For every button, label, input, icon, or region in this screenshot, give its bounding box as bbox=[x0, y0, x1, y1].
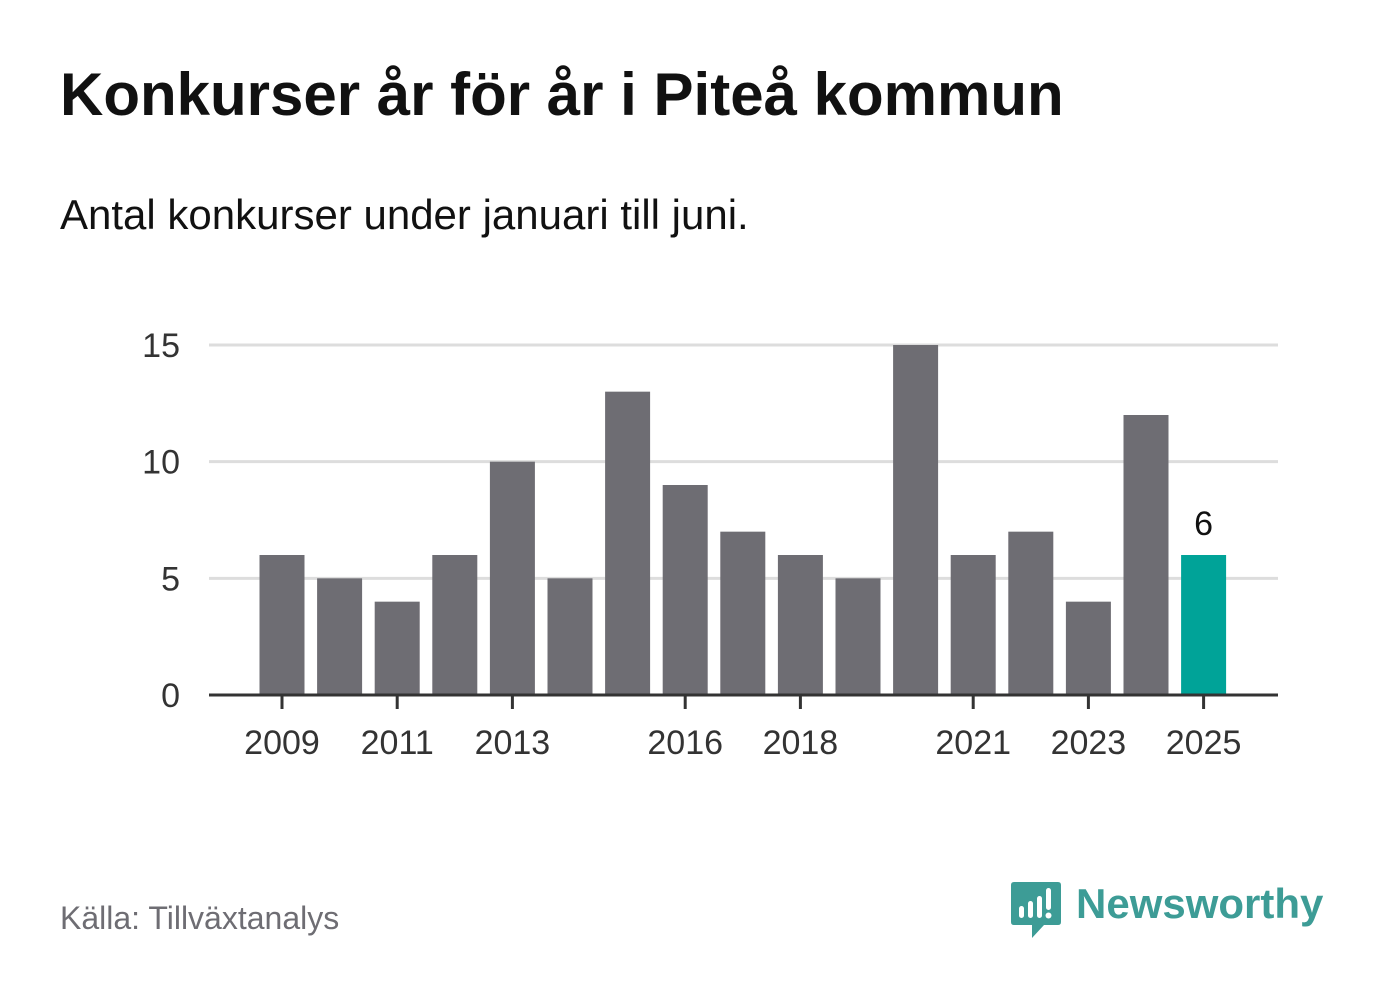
bar-2025 bbox=[1181, 555, 1227, 695]
bar-2023 bbox=[1065, 601, 1111, 695]
bar-chart-speech-bubble-icon bbox=[1011, 882, 1061, 938]
y-tick-label: 15 bbox=[142, 327, 180, 365]
bar-2013 bbox=[489, 461, 535, 695]
x-tick-label: 2023 bbox=[1051, 724, 1127, 762]
bar-2018 bbox=[777, 555, 823, 695]
x-axis-ticks: 2009 2011 2013 2016 2018 2021 2023 2025 bbox=[244, 695, 1241, 762]
y-tick-label: 5 bbox=[161, 560, 180, 598]
bar-2012 bbox=[432, 555, 478, 695]
x-tick-label: 2009 bbox=[244, 724, 320, 762]
bar-2019 bbox=[835, 578, 881, 695]
brand-name: Newsworthy bbox=[1076, 880, 1324, 927]
data-labels: 6 bbox=[1194, 505, 1213, 543]
x-tick-label: 2018 bbox=[763, 724, 839, 762]
x-tick-label: 2016 bbox=[647, 724, 723, 762]
bar-2017 bbox=[720, 531, 766, 695]
bars bbox=[259, 345, 1227, 695]
bar-2016 bbox=[662, 485, 708, 695]
x-tick-label: 2013 bbox=[475, 724, 551, 762]
x-tick-label: 2025 bbox=[1166, 724, 1242, 762]
bar-2010 bbox=[317, 578, 363, 695]
y-tick-label: 10 bbox=[142, 444, 180, 482]
bar-2022 bbox=[1008, 531, 1054, 695]
chart-subtitle: Antal konkurser under januari till juni. bbox=[60, 191, 749, 238]
bar-2015 bbox=[605, 391, 651, 695]
newsworthy-logo: Newsworthy bbox=[1010, 876, 1323, 942]
bar-2009 bbox=[259, 555, 305, 695]
source-note: Källa: Tillväxtanalys bbox=[60, 900, 340, 936]
x-tick-label: 2021 bbox=[935, 724, 1011, 762]
x-tick-label: 2011 bbox=[361, 724, 434, 762]
data-label-2025: 6 bbox=[1194, 505, 1213, 543]
bar-2020 bbox=[893, 345, 939, 695]
y-axis-ticks: 0 5 10 15 bbox=[142, 327, 180, 715]
chart-title: Konkurser år för år i Piteå kommun bbox=[60, 61, 1064, 128]
bar-2024 bbox=[1123, 415, 1169, 695]
bar-2014 bbox=[547, 578, 593, 695]
y-tick-label: 0 bbox=[161, 677, 180, 715]
bar-2011 bbox=[374, 601, 420, 695]
bar-2021 bbox=[950, 555, 996, 695]
